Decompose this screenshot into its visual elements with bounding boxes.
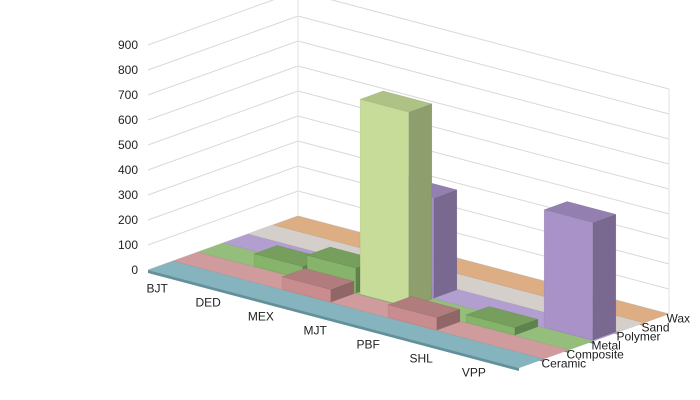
x-label-bjt: BJT [147,281,169,295]
y-tick-label: 0 [131,263,138,277]
bar-top-face [543,201,617,223]
y-tick-label: 800 [118,63,138,77]
y-tick-label: 300 [118,188,138,202]
x-label-shl: SHL [410,351,434,365]
x-label-ded: DED [196,295,222,309]
y-axis-ticks: 0 100 200 300 400 500 600 700 800 900 [118,38,138,277]
x-label-pbf: PBF [357,337,380,351]
floor-edge [148,270,519,371]
y-tick-label: 600 [118,113,138,127]
bar-top-face [387,296,461,318]
gridlines [147,0,670,315]
series-label-composite: Composite [567,348,625,362]
series-label-ceramic: Ceramic [542,357,587,371]
bars [253,90,617,341]
series-label-wax: Wax [667,312,691,326]
x-label-mex: MEX [248,309,274,323]
gridline [147,0,670,90]
y-tick-label: 900 [118,38,138,52]
y-tick-label: 400 [118,163,138,177]
bar-top-face [281,268,355,290]
y-tick-label: 100 [118,238,138,252]
bar-top-face [465,306,539,328]
y-tick-label: 500 [118,138,138,152]
series-label-metal: Metal [592,339,621,353]
bar-side-face [408,103,433,308]
bar-composite-mex [281,268,355,303]
x-label-vpp: VPP [462,365,486,379]
bar-polymer-vpp [543,201,617,341]
y-tick-label: 200 [118,213,138,227]
bar-special-mjt [359,90,433,308]
series-label-polymer: Polymer [617,330,661,344]
x-axis-labels: BJT DED MEX MJT PBF SHL VPP [147,281,486,379]
bar-side-face [433,189,458,299]
bar-front-face [543,209,594,341]
bar-front-face [359,98,410,308]
bar-composite-pbf [387,296,461,331]
bar-side-face [592,213,617,341]
y-tick-label: 700 [118,88,138,102]
bar-top-face [359,90,433,113]
bar-metal-shl [465,306,539,336]
series-label-sand: Sand [642,321,670,335]
x-label-mjt: MJT [304,323,328,337]
